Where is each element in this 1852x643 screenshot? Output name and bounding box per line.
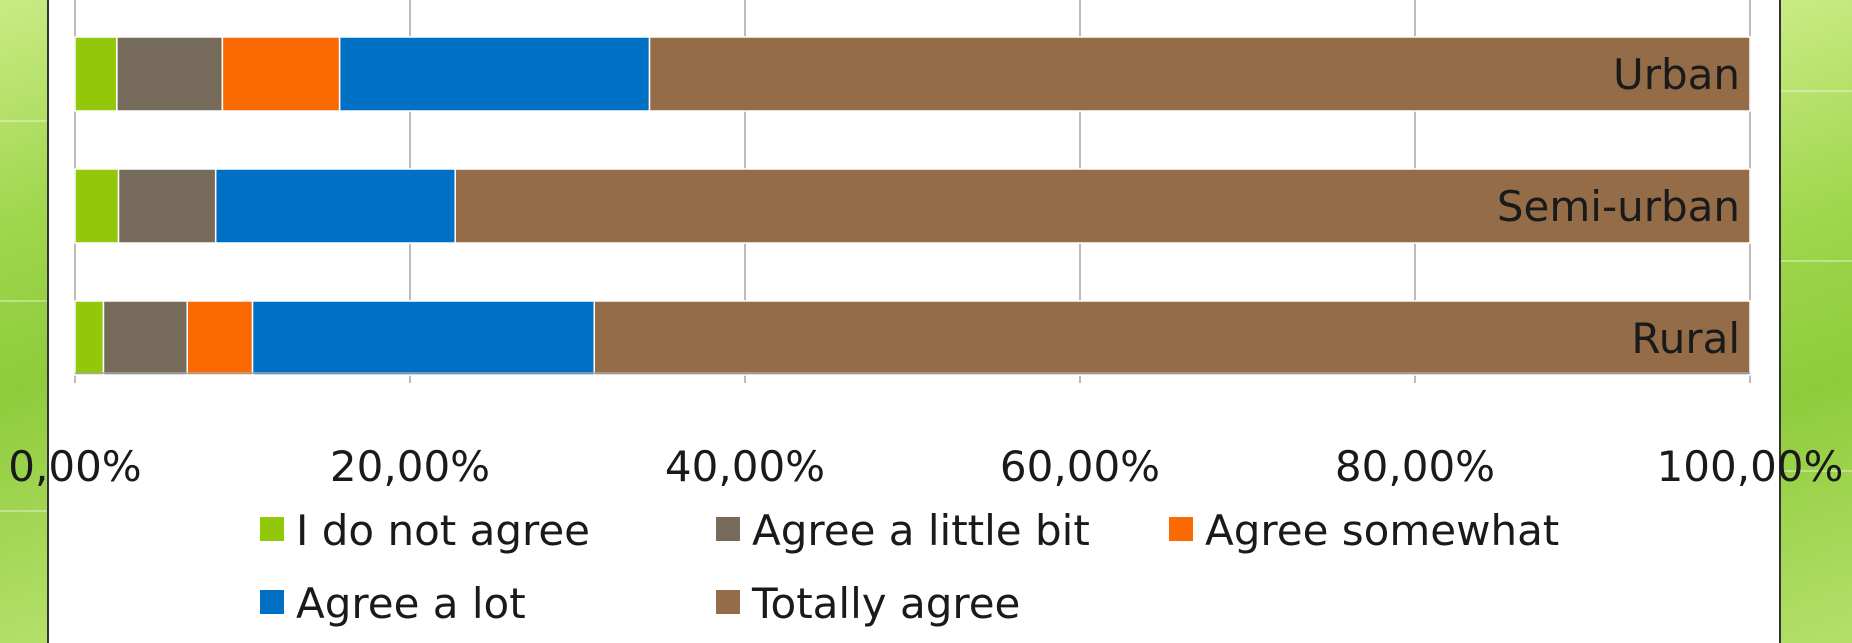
bar-segment: [102, 300, 188, 376]
category-label: Rural: [1631, 314, 1740, 363]
bar-segment: [338, 36, 651, 112]
legend-swatch: [716, 590, 740, 614]
bar-segment: [74, 168, 120, 244]
x-tick-label: 100,00%: [1657, 442, 1844, 491]
category-label: Urban: [1613, 50, 1740, 99]
bar-segment: [648, 36, 1751, 112]
bar-segment: [116, 36, 224, 112]
x-tick-labels: 0,00% 20,00% 40,00% 60,00% 80,00% 100,00%: [8, 442, 1843, 491]
legend-label: Agree a little bit: [752, 506, 1090, 555]
x-tick-label: 20,00%: [330, 442, 490, 491]
category-label: Semi-urban: [1497, 182, 1740, 231]
bar-segment: [214, 168, 456, 244]
bar-segment: [593, 300, 1751, 376]
right-decor-panel: [1779, 0, 1852, 643]
bar-segment: [186, 300, 254, 376]
x-tick-label: 40,00%: [665, 442, 825, 491]
x-tick-label: 60,00%: [1000, 442, 1160, 491]
legend-label: Agree somewhat: [1205, 506, 1559, 555]
bar-segment: [117, 168, 217, 244]
legend-swatch: [260, 590, 284, 614]
bar-segment: [221, 36, 341, 112]
bar-segment: [454, 168, 1751, 244]
legend-label: Agree a lot: [296, 579, 526, 628]
x-tick-label: 80,00%: [1335, 442, 1495, 491]
bars-group: [74, 36, 1751, 376]
legend-swatch: [716, 517, 740, 541]
bar-segment: [74, 36, 118, 112]
bar-segment: [74, 300, 105, 376]
x-tick-label: 0,00%: [8, 442, 141, 491]
legend: I do not agree Agree a little bit Agree so…: [260, 506, 1559, 628]
legend-label: I do not agree: [296, 506, 590, 555]
legend-label: Totally agree: [751, 579, 1020, 628]
legend-swatch: [260, 517, 284, 541]
bar-segment: [251, 300, 596, 376]
left-decor-panel: [0, 0, 49, 643]
legend-swatch: [1169, 517, 1193, 541]
category-labels: Urban Semi-urban Rural: [1497, 50, 1740, 363]
